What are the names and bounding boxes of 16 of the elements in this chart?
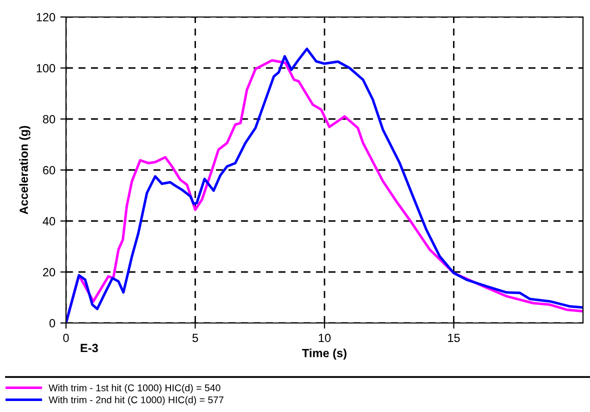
x-tick-label: 0 xyxy=(63,334,69,342)
legend-label: With trim - 1st hit (C 1000) HIC(d) = 540 xyxy=(48,384,220,394)
x-tick-label: 15 xyxy=(448,334,460,342)
x-tick-label: 5 xyxy=(192,334,198,342)
y-tick-label: 120 xyxy=(36,13,56,22)
text: E-3 xyxy=(80,344,98,352)
y-tick-label: 20 xyxy=(43,268,56,276)
x-tick-label: 10 xyxy=(318,334,331,342)
y-tick-label: 100 xyxy=(36,64,56,72)
x-axis-title: Time (s) xyxy=(302,348,346,360)
legend-label: With trim - 2nd hit (C 1000) HIC(d) = 577 xyxy=(48,396,224,406)
y-tick-label: 0 xyxy=(49,319,56,328)
y-tick-label: 60 xyxy=(43,166,56,174)
y-tick-label: 80 xyxy=(42,115,56,124)
y-axis-title: Acceleration (g) xyxy=(19,126,30,214)
y-tick-label: 40 xyxy=(42,217,56,226)
